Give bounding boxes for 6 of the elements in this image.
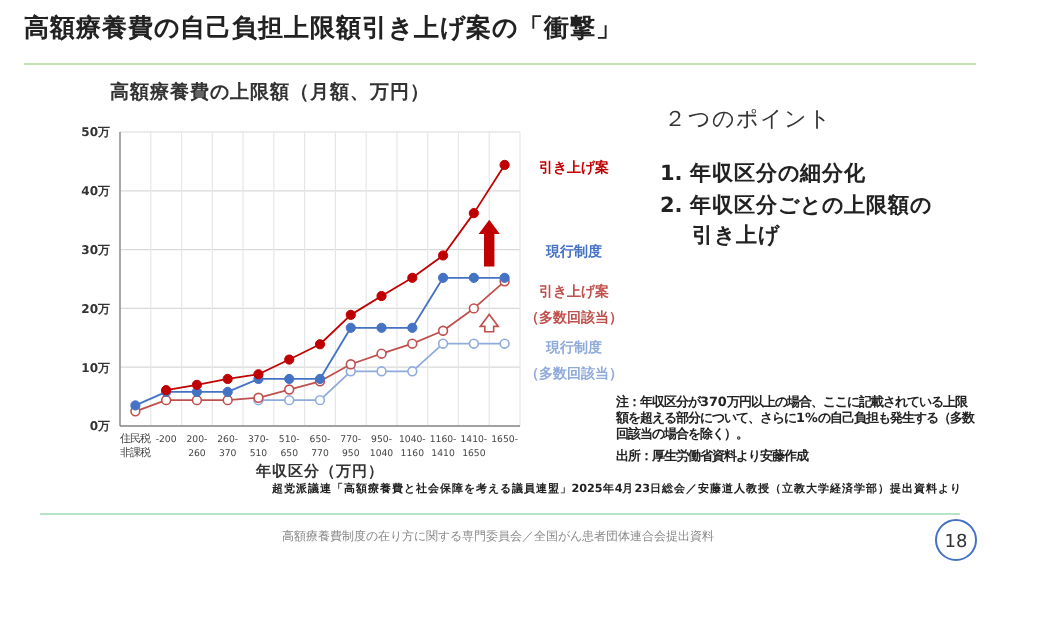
chart-title: 高額療養費の自己負担上限額引き上げ案の「衝撃」: [24, 12, 622, 46]
text: 18: [944, 533, 968, 553]
chart-subtitle: 高額療養費の上限額（月額、万円）: [110, 80, 430, 106]
text: 2. 年収区分ごとの上限額の引き上げ: [660, 192, 934, 252]
text: 1. 年収区分の細分化: [660, 160, 866, 188]
text: ２つのポイント: [664, 104, 832, 134]
